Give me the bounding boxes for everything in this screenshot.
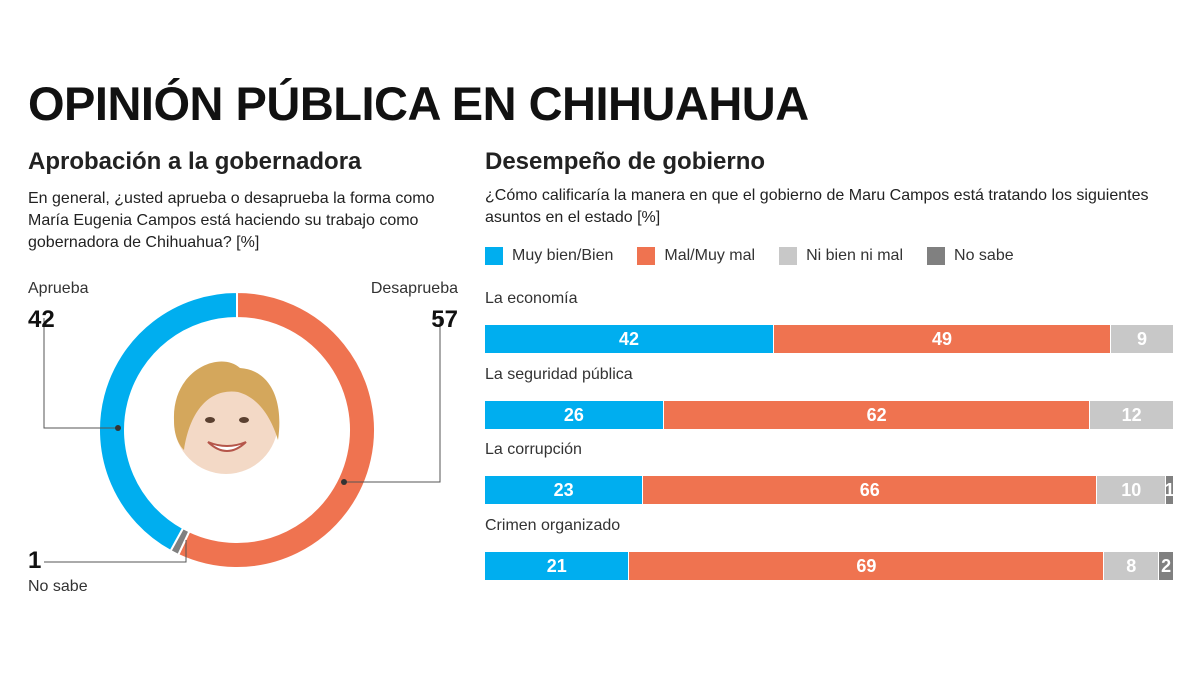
bar-segment: 8 xyxy=(1104,552,1160,580)
desaprueba-leader-dot xyxy=(341,479,347,485)
legend: Muy bien/Bien Mal/Muy mal Ni bien ni mal… xyxy=(485,247,1038,265)
bar-segment: 42 xyxy=(485,325,774,353)
page-title: OPINIÓN PÚBLICA EN CHIHUAHUA xyxy=(28,77,809,130)
governor-portrait xyxy=(173,361,280,474)
nosabe-leader-line xyxy=(44,540,187,563)
stacked-bar: 42 49 9 xyxy=(485,325,1173,353)
desaprueba-leader-line xyxy=(344,318,441,483)
desaprueba-label: Desaprueba xyxy=(370,280,458,297)
nosabe-label: No sabe xyxy=(28,578,88,595)
legend-label: Mal/Muy mal xyxy=(664,247,756,264)
bar-segment: 69 xyxy=(629,552,1105,580)
legend-swatch xyxy=(779,247,798,265)
bar-segment: 23 xyxy=(485,476,644,504)
desaprueba-value: 57 xyxy=(431,306,458,333)
legend-swatch xyxy=(485,247,503,265)
legend-item-mal: Mal/Muy mal xyxy=(637,247,755,265)
legend-swatch xyxy=(927,247,946,265)
bar-segment: 2 xyxy=(1159,552,1173,580)
legend-swatch xyxy=(637,247,656,265)
legend-item-no-sabe: No sabe xyxy=(927,247,1014,265)
legend-label: Muy bien/Bien xyxy=(512,247,614,264)
bar-segment: 66 xyxy=(643,476,1098,504)
bar-segment: 21 xyxy=(485,552,630,580)
desaprueba-slice xyxy=(176,290,376,569)
performance-question: ¿Cómo calificaría la manera en que el go… xyxy=(485,187,1149,226)
legend-label: No sabe xyxy=(954,247,1014,264)
bar-row-label: La corrupción xyxy=(485,441,582,458)
aprueba-value: 42 xyxy=(28,306,55,333)
aprueba-leader-line xyxy=(43,318,118,429)
nosabe-value: 1 xyxy=(28,547,42,574)
approval-section-title: Aprobación a la gobernadora xyxy=(28,148,362,175)
bar-segment: 10 xyxy=(1097,476,1167,504)
legend-label: Ni bien ni mal xyxy=(806,247,904,264)
bar-row-label: La seguridad pública xyxy=(485,366,633,383)
bar-row-label: Crimen organizado xyxy=(485,517,621,534)
bar-segment: 49 xyxy=(773,325,1112,353)
approval-donut-chart: Aprueba 42 Desaprueba 57 1 No sabe xyxy=(0,270,470,610)
aprueba-label: Aprueba xyxy=(28,280,89,297)
aprueba-leader-dot xyxy=(115,425,121,431)
stacked-bar: 21 69 8 2 xyxy=(485,552,1173,580)
stacked-bar: 23 66 10 1 xyxy=(485,476,1175,504)
approval-question: En general, ¿usted aprueba o desaprueba … xyxy=(28,190,435,251)
bar-row: La corrupción 23 66 10 1 xyxy=(485,441,1175,504)
performance-section-title: Desempeño de gobierno xyxy=(485,148,766,175)
aprueba-slice xyxy=(98,290,238,553)
bar-segment: 12 xyxy=(1090,401,1173,429)
legend-item-ni-bien: Ni bien ni mal xyxy=(779,247,903,265)
bar-row-label: La economía xyxy=(485,290,578,307)
donut-svg xyxy=(43,290,441,569)
bar-row: Crimen organizado 21 69 8 2 xyxy=(485,517,1173,580)
bar-segment: 1 xyxy=(1165,476,1175,504)
bar-row: La economía 42 49 9 xyxy=(485,290,1173,353)
stacked-bar: 26 62 12 xyxy=(485,401,1173,429)
bar-segment: 9 xyxy=(1111,325,1173,353)
bar-row: La seguridad pública 26 62 12 xyxy=(485,366,1173,429)
bar-segment: 26 xyxy=(485,401,664,429)
legend-item-muy-bien: Muy bien/Bien xyxy=(485,247,613,265)
bar-segment: 62 xyxy=(663,401,1091,429)
